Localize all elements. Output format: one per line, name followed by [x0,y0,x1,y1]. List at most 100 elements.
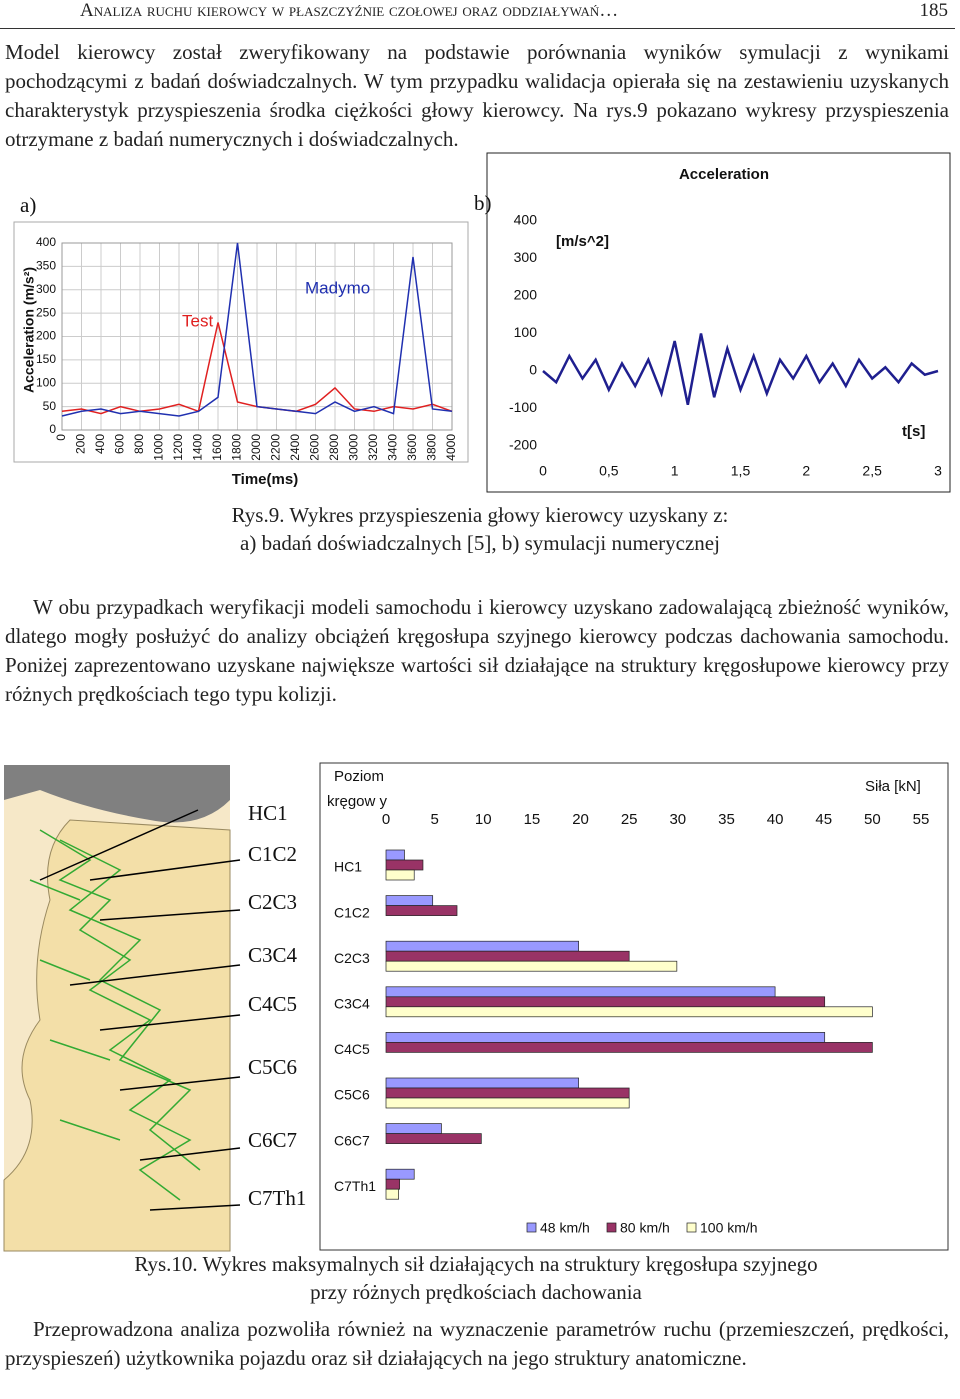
caption: Rys.10. Wykres maksymalnych sił działają… [134,1252,818,1276]
x-tick-label: 800 [132,434,146,454]
legend-swatch [606,1222,617,1233]
bar [385,940,579,952]
legend-label: 48 km/h [540,1220,590,1236]
x-tick-label: 10 [475,811,492,828]
y-tick-label: 200 [36,329,56,343]
bar [385,1168,415,1180]
y-tick-label: HC1 [334,859,362,875]
y-tick-label: -100 [509,399,537,415]
paragraph: Model kierowcy został zweryfikowany na p… [5,40,949,151]
x-tick-label: 0 [382,811,390,828]
x-tick-label: 0 [539,463,547,479]
x-tick-label: 1 [671,463,679,479]
vertebra-label: C7Th1 [248,1186,306,1210]
x-tick-label: 55 [913,811,930,828]
x-axis-label: Siła [kN] [865,778,921,795]
x-tick-label: 20 [572,811,589,828]
header-rule [0,28,955,29]
x-tick-label: 40 [767,811,784,828]
bar [385,1032,826,1043]
x-tick-label: 1400 [191,434,205,461]
bar [385,1077,579,1089]
caption: przy różnych prędkościach dachowania [310,1280,642,1304]
y-axis-label: Acceleration (m/s²) [21,267,37,393]
vertebra-label: C5C6 [248,1055,297,1079]
y-tick-label: 250 [36,305,56,319]
frame-b [486,152,951,493]
x-tick-label: 2600 [308,434,322,461]
vertebra-label: C1C2 [248,842,297,866]
legend-swatch [526,1222,537,1233]
y-tick-label: 350 [36,259,56,273]
x-tick-label: 50 [864,811,881,828]
plot-border [61,242,453,431]
x-tick-label: 45 [815,811,832,828]
running-header: Analiza ruchu kierowcy w płaszczyźnie cz… [80,0,619,21]
y-tick-label: 400 [514,212,538,228]
bar [385,859,424,871]
x-tick-label: 35 [718,811,735,828]
legend-label: 100 km/h [700,1220,758,1236]
chart-title: Acceleration [679,166,769,183]
x-tick-label: 2,5 [862,463,882,479]
y-tick-label: 100 [514,324,538,340]
muscles [29,829,201,1201]
y-tick-label: C3C4 [334,996,370,1012]
annotation: Test [182,311,213,330]
x-tick-label: 1800 [230,434,244,461]
bar [385,986,776,998]
y-tick-label: 150 [36,352,56,366]
bar [385,1133,482,1144]
vertebra-label: C2C3 [248,890,297,914]
bar [385,960,678,972]
vertebra-label: C4C5 [248,992,297,1016]
bar [385,950,630,962]
y-tick-label: 200 [514,287,538,303]
caption: a) badań doświadczalnych [5], b) symulac… [240,531,720,555]
x-tick-label: 600 [113,434,127,454]
x-tick-label: 1200 [171,434,185,461]
paragraph: Przeprowadzona analiza pozwoliła również… [5,1317,949,1370]
x-tick-label: 3600 [405,434,419,461]
x-tick-label: 1,5 [731,463,751,479]
arrows [39,809,241,1211]
x-tick-label: 25 [621,811,638,828]
x-tick-label: 3 [934,463,942,479]
y-axis-label: Poziom [334,768,384,785]
x-tick-label: 30 [669,811,686,828]
data-line [542,333,939,406]
spine-illustration [3,762,949,1252]
y-tick-label: C6C7 [334,1132,370,1148]
bar [385,1097,630,1109]
x-tick-label: 2 [802,463,810,479]
y-tick-label: -200 [509,437,537,453]
bar [385,1042,873,1053]
bar [385,905,458,916]
bar [385,1006,873,1018]
annotation: Madymo [305,278,370,297]
paragraph: W obu przypadkach weryfikacji modeli sam… [5,595,949,706]
y-tick-label: C4C5 [334,1041,370,1057]
x-tick-label: 1000 [152,434,166,461]
fig-label: b) [474,191,492,215]
page-number: 185 [919,0,949,21]
bar [385,1123,442,1134]
vertebra-label: C6C7 [248,1128,297,1152]
bar [385,1087,630,1099]
y-tick-label: C1C2 [334,904,370,920]
skull [4,765,230,823]
y-tick-label: C7Th1 [334,1178,376,1194]
y-tick-label: 100 [36,375,56,389]
legend-label: 80 km/h [620,1220,670,1236]
bar [385,895,434,906]
x-tick-label: 3000 [347,434,361,461]
y-tick-label: 300 [36,282,56,296]
x-tick-label: 0 [54,434,68,441]
x-tick-label: 4000 [444,434,458,461]
caption: Rys.9. Wykres przyspieszenia głowy kiero… [231,503,729,527]
x-tick-label: 2400 [288,434,302,461]
legend-swatch [686,1222,697,1233]
bar [385,849,405,861]
